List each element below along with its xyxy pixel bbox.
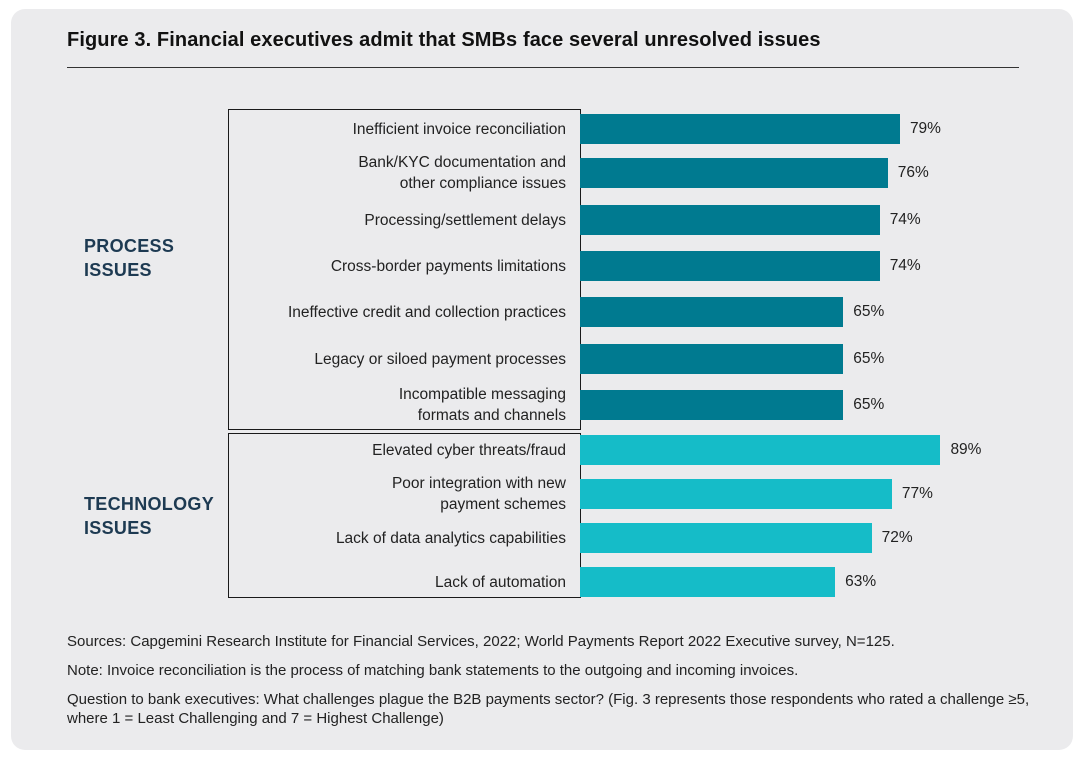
- category-label: Lack of data analytics capabilities: [335, 529, 566, 547]
- value-label: 63%: [845, 573, 877, 590]
- category-label: Ineffective credit and collection practi…: [287, 303, 566, 321]
- value-label: 74%: [889, 257, 921, 274]
- process-issues-label: PROCESS ISSUES: [84, 236, 175, 280]
- category-label: Processing/settlement delays: [364, 211, 566, 229]
- definition-note: Note: Invoice reconciliation is the proc…: [67, 662, 799, 679]
- bar: [580, 297, 844, 327]
- value-label: 74%: [889, 211, 921, 228]
- title-divider: [67, 67, 1019, 68]
- value-label: 89%: [950, 441, 982, 458]
- bar: [580, 435, 941, 465]
- category-label: Legacy or siloed payment processes: [314, 350, 566, 368]
- bar: [580, 205, 880, 235]
- category-label: Inefficient invoice reconciliation: [352, 120, 566, 138]
- value-label: 77%: [901, 485, 933, 502]
- value-label: 65%: [853, 303, 885, 320]
- category-label: Cross-border payments limitations: [330, 257, 566, 275]
- bar: [580, 567, 836, 597]
- bar: [580, 251, 880, 281]
- question-note: Question to bank executives: What challe…: [67, 691, 1030, 727]
- figure-notes: Sources: Capgemini Research Institute fo…: [67, 632, 1042, 728]
- value-label: 72%: [881, 529, 913, 546]
- value-label: 65%: [853, 350, 885, 367]
- bar: [580, 158, 888, 188]
- sources-note: Sources: Capgemini Research Institute fo…: [67, 633, 895, 650]
- value-label: 79%: [909, 120, 941, 137]
- technology-issues-box: [228, 433, 581, 598]
- bar: [580, 523, 872, 553]
- bar: [580, 114, 900, 144]
- category-label: Incompatible messaging formats and chann…: [398, 386, 566, 424]
- technology-issues-label: TECHNOLOGY ISSUES: [84, 494, 215, 538]
- category-label: Bank/KYC documentation and other complia…: [358, 154, 566, 192]
- figure-title: Figure 3. Financial executives admit tha…: [67, 29, 821, 51]
- bar: [580, 390, 844, 420]
- category-label: Poor integration with new payment scheme…: [391, 475, 566, 513]
- category-label: Lack of automation: [435, 573, 566, 591]
- value-label: 76%: [897, 164, 929, 181]
- bar: [580, 479, 892, 509]
- bar: [580, 344, 844, 374]
- value-label: 65%: [853, 396, 885, 413]
- category-label: Elevated cyber threats/fraud: [372, 441, 566, 459]
